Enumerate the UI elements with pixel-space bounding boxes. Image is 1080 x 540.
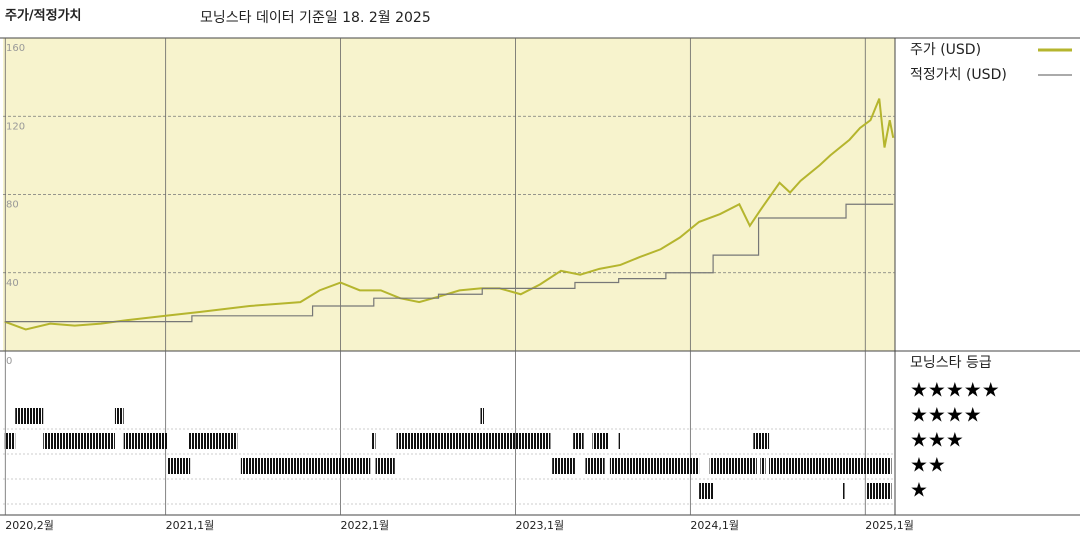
rating-bar [709,458,757,474]
y-tick-label: 120 [6,121,25,132]
rating-bar [573,433,584,449]
rating-label: ★★★ [910,428,964,452]
rating-label: ★★★★ [910,403,982,427]
rating-bar [123,433,168,449]
rating-bar [753,433,770,449]
rating-bar [114,408,124,424]
rating-bar [867,483,892,499]
x-tick-label: 2023,1월 [515,519,564,532]
chart-title: 주가/적정가치 [5,8,82,24]
line-series [4,203,894,323]
x-tick-label: 2024,1월 [690,519,739,532]
rating-label: ★ [910,478,928,502]
line-series [4,98,895,331]
rating-bar [188,433,238,449]
rating-bar [167,458,191,474]
rating-bar [15,408,44,424]
legend-label: 적정가치 (USD) [910,67,1007,83]
rating-label: ★★★★★ [910,378,1000,402]
rating-bar [43,433,115,449]
x-tick-label: 2025,1월 [865,519,914,532]
rating-bar [609,458,700,474]
x-tick-label: 2020,2월 [5,519,54,532]
rating-bar [4,433,16,449]
rating-bar [372,433,376,449]
rating-label: ★★ [910,453,946,477]
legend-label: 주가 (USD) [910,42,981,58]
x-tick-label: 2022,1월 [341,519,390,532]
rating-bar [760,458,766,474]
rating-bar [592,433,609,449]
y-tick-label: 160 [6,43,25,54]
rating-bar [842,483,845,499]
rating-bar [585,458,605,474]
y-tick-label: 40 [6,278,19,289]
rating-title: 모닝스타 등급 [910,355,992,371]
rating-bar [552,458,575,474]
y-tick-label: 0 [6,356,12,367]
y-tick-label: 80 [6,200,19,211]
rating-bar [375,458,395,474]
subtitle: 모닝스타 데이터 기준일 18. 2월 2025 [200,10,431,26]
rating-bar [396,433,551,449]
rating-bar [480,408,484,424]
rating-bar [769,458,892,474]
rating-bar [699,483,714,499]
rating-bar [618,433,621,449]
x-tick-label: 2021,1월 [166,519,215,532]
rating-bar [240,458,371,474]
